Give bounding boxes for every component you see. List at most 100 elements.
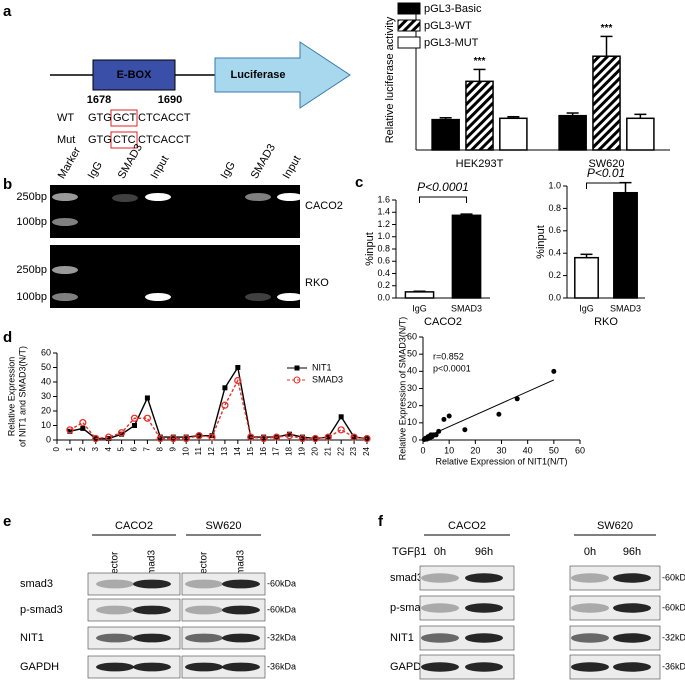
y-tick-label: 0.8 — [548, 203, 561, 213]
x-tick-label: 11 — [194, 446, 203, 455]
marker — [325, 434, 331, 440]
x-tick-label: 14 — [233, 446, 242, 455]
blot-band — [613, 662, 651, 672]
row-label: smad3 — [20, 578, 53, 590]
y-label: Relative Expression — [6, 357, 16, 437]
mut-box — [110, 131, 138, 149]
lane-label: 0h — [584, 546, 596, 558]
y-tick-label: 20 — [407, 400, 417, 410]
y-tick-label: 40 — [407, 366, 417, 376]
sig-bracket — [419, 196, 467, 203]
seq-label: WT — [57, 112, 74, 124]
point — [446, 413, 452, 419]
y-tick-label: 10 — [41, 420, 51, 430]
y-tick-label: 60 — [41, 347, 51, 357]
lane-label: Input — [149, 154, 172, 181]
treatment-label: TGFβ1 — [392, 546, 426, 558]
blot-band — [465, 633, 503, 643]
annotation: P<0.0001 — [417, 180, 469, 194]
marker — [287, 431, 292, 437]
x-tick-label: 9 — [168, 446, 177, 451]
lane-label: smad3 — [236, 550, 247, 580]
x-tick-label: 3 — [91, 446, 100, 451]
blot-band — [465, 573, 503, 583]
x-tick-label: 15 — [246, 446, 255, 455]
fit-line — [422, 379, 555, 439]
x-tick-label: 7 — [143, 446, 152, 451]
x-tick-label: 60 — [575, 445, 585, 455]
marker — [117, 429, 126, 437]
y-label: %input — [364, 232, 376, 266]
legend-label: pGL3-WT — [424, 20, 472, 32]
x-tick-label: 8 — [155, 446, 164, 451]
x-label: CACO2 — [424, 316, 462, 328]
size-label: -32kDa — [662, 632, 685, 642]
marker — [285, 431, 294, 440]
row-label: NIT1 — [390, 632, 414, 644]
lane-label: 0h — [434, 546, 446, 558]
y-tick-label: 50 — [41, 362, 51, 372]
blot-band — [571, 573, 609, 583]
annotation: *** — [474, 56, 486, 67]
marker — [208, 433, 216, 441]
y-tick-label: 0 — [46, 434, 51, 444]
marker — [80, 425, 86, 431]
y-tick-label: 0.6 — [377, 256, 390, 266]
blot-band — [96, 605, 134, 615]
marker — [350, 433, 358, 441]
x-tick-label: 10 — [444, 445, 454, 455]
marker — [338, 414, 344, 420]
gel-band — [52, 218, 78, 226]
gel-band — [145, 193, 171, 201]
blot-band — [222, 579, 260, 589]
marker — [221, 401, 229, 409]
y-tick-label: 20 — [41, 405, 51, 415]
lane-label: Input — [281, 154, 304, 181]
y-label: Relative Expression of SMAD3(N/T) — [397, 317, 407, 461]
x-tick-label: 1 — [65, 446, 74, 451]
marker — [261, 434, 267, 440]
luciferase-label: Luciferase — [230, 69, 285, 81]
size-label: -32kDa — [267, 632, 296, 642]
marker — [183, 434, 189, 440]
panel-label: a — [3, 3, 12, 20]
sig-bracket — [586, 182, 626, 189]
lane-label: SMAD3 — [249, 142, 278, 181]
size-label: -36kDa — [267, 661, 296, 671]
ebox-box — [92, 59, 176, 91]
x-tick-label: 5 — [117, 446, 126, 451]
bar — [613, 191, 638, 299]
x-tick-label: 18 — [285, 446, 294, 455]
y-tick-label: 0.0 — [548, 292, 561, 302]
marker — [119, 431, 125, 437]
marker — [298, 434, 307, 443]
y-label: Relative luciferase activity — [384, 16, 396, 143]
blot-band — [613, 633, 651, 643]
x-tick-label: 12 — [207, 446, 216, 455]
point — [441, 416, 447, 422]
marker — [324, 433, 332, 441]
x-tick-label: 20 — [470, 445, 480, 455]
point — [496, 411, 502, 417]
bar — [592, 55, 621, 151]
row-label: smad3 — [390, 572, 423, 584]
bar — [465, 80, 494, 151]
y-tick-label: 0.4 — [377, 268, 390, 278]
blot-band — [421, 603, 459, 613]
x-tick-label: 4 — [104, 446, 113, 451]
wt-box — [110, 109, 138, 127]
size-label: -60kDa — [662, 572, 685, 582]
y-label: of NIT1 and SMAD3(N/T) — [17, 346, 27, 447]
gel-band — [277, 193, 303, 201]
gel-band — [245, 193, 271, 201]
y-tick-label: 0.8 — [377, 243, 390, 253]
marker — [144, 395, 150, 401]
marker — [132, 423, 137, 428]
size-label: 100bp — [16, 291, 47, 303]
bar — [574, 256, 599, 299]
y-tick-label: 1.6 — [377, 194, 390, 204]
lane-label: IgG — [219, 160, 238, 181]
y-tick-label: 1.0 — [548, 180, 561, 190]
x-tick-label: SMAD3 — [451, 303, 482, 313]
x-tick-label: 21 — [323, 446, 332, 455]
